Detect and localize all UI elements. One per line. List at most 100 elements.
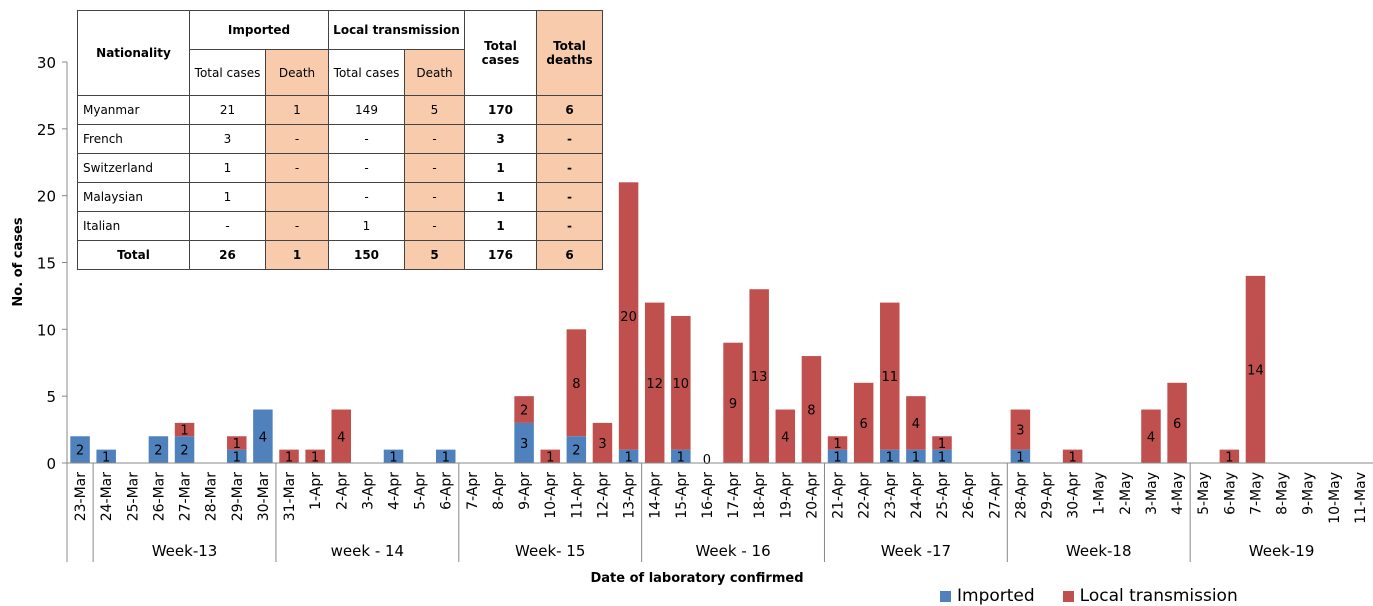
total-deaths-cell: -: [536, 153, 603, 183]
data-label-local-transmission: 1: [285, 450, 293, 465]
x-axis-label: Date of laboratory confirmed: [590, 571, 803, 586]
total-cases-cell: 1: [464, 182, 537, 212]
legend-item-local-transmission: Local transmission: [1062, 586, 1238, 606]
nationality-table: Nationality Imported Local transmission …: [77, 10, 603, 270]
x-tick-label: 29-Mar: [230, 472, 246, 522]
data-label-local-transmission: 14: [1247, 363, 1264, 378]
x-tick-label: 28-Mar: [204, 472, 220, 522]
data-label-local-transmission: 11: [882, 370, 899, 385]
data-label-imported: 1: [102, 450, 110, 465]
bar-imported: [827, 449, 848, 463]
bar-local-transmission: [827, 436, 848, 450]
x-tick-label: 23-Apr: [883, 472, 899, 519]
imported-cases-cell: -: [189, 211, 266, 241]
data-label-local-transmission: 1: [938, 437, 946, 452]
week-label: Week- 15: [515, 542, 585, 560]
x-tick-label: 5-May: [1196, 472, 1212, 515]
x-tick-label: 22-Apr: [857, 472, 873, 519]
local-death-cell: -: [404, 124, 465, 154]
bar-local-transmission: [618, 182, 639, 450]
y-tick-label: 15: [37, 255, 56, 273]
total-cases-cell: 1: [464, 153, 537, 183]
x-tick-label: 30-Apr: [1066, 472, 1082, 519]
bar-local-transmission: [1245, 275, 1266, 463]
bar-imported: [174, 436, 195, 463]
data-label-local-transmission: 6: [1173, 417, 1181, 432]
bar-local-transmission: [1062, 449, 1083, 463]
data-label-local-transmission: 1: [180, 424, 188, 439]
data-label-imported: 1: [938, 450, 946, 465]
x-tick-label: 24-Mar: [99, 472, 115, 522]
x-tick-label: 15-Apr: [674, 472, 690, 519]
total-deaths-cell: -: [536, 182, 603, 212]
x-tick-label: 11-Mav: [1353, 472, 1369, 524]
x-tick-label: 12-Apr: [595, 472, 611, 519]
data-label-imported: 3: [520, 437, 528, 452]
data-label-local-transmission: 20: [620, 310, 637, 325]
bar-local-transmission: [749, 289, 769, 463]
x-tick-label: 24-Apr: [909, 472, 925, 519]
week-label: Week-19: [1249, 542, 1315, 560]
x-tick-label: 4-May: [1170, 472, 1186, 515]
total-deaths-cell: 6: [536, 240, 603, 270]
x-tick-label: 18-Apr: [752, 472, 768, 519]
nationality-cell: Switzerland: [77, 153, 190, 183]
imported-death-cell: -: [265, 211, 329, 241]
total-cases-cell: 176: [464, 240, 537, 270]
x-tick-label: 27-Mar: [178, 472, 194, 522]
y-tick-label: 10: [37, 321, 56, 339]
bar-local-transmission: [906, 396, 926, 450]
local-death-cell: -: [404, 182, 465, 212]
y-tick-label: 5: [46, 388, 56, 406]
table-row: Malaysian 1- -1-: [77, 182, 603, 212]
local-cases-cell: -: [328, 124, 405, 154]
week-label: week - 14: [331, 542, 404, 560]
bar-local-transmission: [853, 382, 874, 463]
x-tick-label: 2-Apr: [334, 472, 350, 510]
week-label: Week-18: [1066, 542, 1132, 560]
x-tick-label: 7-Apr: [465, 472, 481, 510]
data-label-imported: 2: [76, 444, 84, 459]
y-axis-label: No. of cases: [11, 217, 26, 306]
local-cases-cell: 149: [328, 95, 405, 125]
bar-local-transmission: [801, 356, 822, 463]
week-label: Week - 16: [695, 542, 770, 560]
local-cases-cell: 150: [328, 240, 405, 270]
data-label-imported: 1: [442, 450, 450, 465]
legend-item-imported: Imported: [940, 586, 1035, 606]
local-cases-cell: -: [328, 182, 405, 212]
bar-local-transmission: [932, 436, 952, 450]
table-row: Switzerland 1- - -1-: [77, 153, 603, 183]
data-label-local-transmission: 3: [598, 437, 606, 452]
table-row: Total 26 1 150 5 176 6: [77, 240, 603, 270]
bar-imported: [932, 449, 952, 463]
x-tick-label: 21-Apr: [831, 472, 847, 519]
y-tick-label: 25: [37, 121, 56, 139]
chart-legend: Imported Local transmission: [940, 586, 1238, 606]
week-label: Week -17: [881, 542, 951, 560]
subheader-imported-death: Death: [265, 49, 329, 96]
bar-local-transmission: [1141, 409, 1161, 463]
bar-imported: [227, 449, 247, 463]
legend-swatch-imported: [940, 590, 951, 602]
x-tick-label: 26-Apr: [961, 472, 977, 519]
bar-imported: [435, 449, 456, 463]
total-cases-cell: 170: [464, 95, 537, 125]
data-label-imported: 1: [389, 450, 397, 465]
bar-imported: [566, 436, 587, 463]
data-label-local-transmission: 1: [233, 437, 241, 452]
local-death-cell: 5: [404, 95, 465, 125]
bar-imported: [253, 409, 273, 463]
header-imported: Imported: [189, 10, 329, 50]
x-tick-label: 4-Apr: [387, 472, 403, 510]
bar-local-transmission: [174, 422, 195, 437]
bar-local-transmission: [305, 449, 325, 463]
bar-imported: [70, 436, 90, 463]
data-label-local-transmission: 9: [729, 397, 737, 412]
data-label-local-transmission: 1: [833, 437, 841, 452]
legend-label-local-transmission: Local transmission: [1079, 586, 1238, 606]
data-label-local-transmission: 6: [860, 417, 868, 432]
bar-local-transmission: [540, 449, 560, 463]
bar-imported: [383, 449, 404, 463]
data-label-local-transmission: 4: [781, 430, 789, 445]
